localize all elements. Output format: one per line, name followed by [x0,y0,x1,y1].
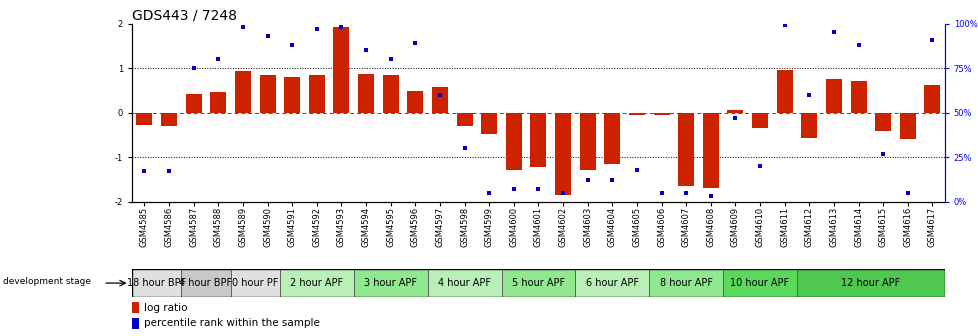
Point [333,25,349,30]
Bar [555,113,570,195]
Text: 0 hour PF: 0 hour PF [232,278,278,288]
Point [850,42,866,48]
Bar [603,113,620,164]
Bar [628,113,645,115]
Text: 4 hour BPF: 4 hour BPF [179,278,233,288]
Bar [702,113,718,188]
Point [407,40,422,46]
Bar [648,269,723,297]
Point [702,194,718,199]
Bar [259,75,276,113]
Point [431,92,447,97]
Bar [353,269,427,297]
Bar [407,91,422,113]
Bar [235,71,250,113]
Text: percentile rank within the sample: percentile rank within the sample [144,318,320,328]
Bar [579,113,595,170]
Point [457,145,472,151]
Point [629,167,645,172]
Point [727,115,742,121]
Bar [132,269,181,297]
Bar [358,74,374,113]
Point [825,30,841,35]
Bar [231,269,280,297]
Point [923,37,939,42]
Bar [284,77,300,113]
Bar [776,70,792,113]
Bar [382,75,398,113]
Point [579,177,595,183]
Text: development stage: development stage [3,277,91,286]
Text: 18 hour BPF: 18 hour BPF [127,278,186,288]
Point [801,92,817,97]
Bar [456,113,472,126]
Bar [575,269,648,297]
Point [137,169,153,174]
Text: log ratio: log ratio [144,303,187,313]
Bar [751,113,768,128]
Bar [481,113,497,134]
Point [481,190,497,196]
Bar [280,269,353,297]
Point [506,186,521,192]
Point [751,163,767,169]
Point [555,190,570,196]
Bar [796,269,944,297]
Bar [678,113,693,186]
Point [161,169,177,174]
Point [653,190,669,196]
Text: 4 hour APF: 4 hour APF [437,278,491,288]
Text: 2 hour APF: 2 hour APF [290,278,343,288]
Point [678,190,693,196]
Point [284,42,299,48]
Bar [874,113,890,131]
Bar [899,113,914,139]
Bar [653,113,669,115]
Bar [923,85,940,113]
Bar [727,110,742,113]
Bar [186,94,201,113]
Text: 8 hour APF: 8 hour APF [659,278,712,288]
Bar [181,269,231,297]
Bar [506,113,521,170]
Point [358,47,374,53]
Bar [333,27,349,113]
Bar [308,75,325,113]
Bar [427,269,501,297]
Bar [530,113,546,167]
Bar [431,87,448,113]
Point [603,177,619,183]
Point [186,66,201,71]
Point [874,151,890,156]
Bar [132,302,139,313]
Bar [800,113,817,138]
Bar [136,113,153,125]
Point [899,190,914,196]
Bar [501,269,575,297]
Point [309,26,325,32]
Bar [850,81,866,113]
Point [259,33,275,39]
Text: GDS443 / 7248: GDS443 / 7248 [132,8,237,23]
Point [210,56,226,62]
Point [235,25,250,30]
Bar [723,269,796,297]
Text: 3 hour APF: 3 hour APF [364,278,417,288]
Text: 5 hour APF: 5 hour APF [511,278,564,288]
Text: 10 hour APF: 10 hour APF [730,278,789,288]
Point [777,23,792,28]
Bar [132,318,139,329]
Bar [825,79,841,113]
Point [382,56,398,62]
Text: 12 hour APF: 12 hour APF [840,278,900,288]
Text: 6 hour APF: 6 hour APF [585,278,639,288]
Bar [161,113,177,126]
Point [530,186,546,192]
Bar [210,92,226,113]
